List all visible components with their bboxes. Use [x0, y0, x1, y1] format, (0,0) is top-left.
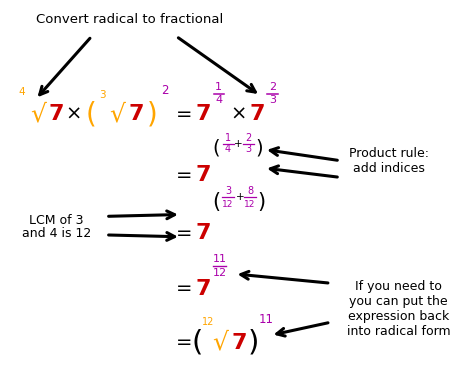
Text: √: √ — [109, 102, 126, 126]
Text: ): ) — [247, 329, 259, 357]
Text: 3: 3 — [269, 95, 276, 105]
Text: =: = — [176, 105, 193, 124]
Text: and 4 is 12: and 4 is 12 — [22, 227, 91, 240]
Text: 2: 2 — [269, 83, 276, 92]
Text: =: = — [176, 333, 193, 352]
Text: 11: 11 — [258, 313, 273, 326]
Text: ×: × — [65, 105, 81, 124]
Text: ): ) — [146, 100, 157, 128]
Text: √: √ — [30, 102, 46, 126]
Text: 7: 7 — [49, 104, 64, 124]
Text: (: ( — [212, 192, 220, 211]
Text: 7: 7 — [195, 104, 211, 124]
Text: 3: 3 — [99, 90, 106, 100]
Text: √: √ — [213, 331, 228, 355]
Text: Convert radical to fractional: Convert radical to fractional — [36, 13, 223, 26]
Text: +: + — [236, 192, 244, 202]
Text: If you need to: If you need to — [355, 280, 442, 293]
Text: =: = — [176, 224, 193, 242]
Text: 7: 7 — [232, 333, 247, 352]
Text: 3: 3 — [225, 187, 231, 196]
Text: LCM of 3: LCM of 3 — [29, 214, 84, 227]
Text: 12: 12 — [245, 199, 256, 208]
Text: 2: 2 — [245, 133, 251, 143]
Text: 2: 2 — [161, 84, 168, 97]
Text: 1: 1 — [215, 83, 222, 92]
Text: you can put the: you can put the — [349, 295, 448, 308]
Text: ×: × — [231, 105, 247, 124]
Text: expression back: expression back — [348, 310, 449, 323]
Text: 4: 4 — [18, 87, 25, 97]
Text: 7: 7 — [195, 166, 211, 185]
Text: ): ) — [255, 138, 263, 157]
Text: (: ( — [85, 100, 96, 128]
Text: Product rule:: Product rule: — [349, 147, 429, 160]
Text: 12: 12 — [202, 317, 214, 327]
Text: 4: 4 — [215, 95, 222, 105]
Text: 12: 12 — [222, 199, 234, 208]
Text: 3: 3 — [245, 144, 251, 155]
Text: 11: 11 — [213, 254, 227, 264]
Text: 7: 7 — [195, 279, 211, 299]
Text: add indices: add indices — [353, 162, 425, 175]
Text: 7: 7 — [128, 104, 144, 124]
Text: (: ( — [192, 329, 203, 357]
Text: =: = — [176, 166, 193, 185]
Text: into radical form: into radical form — [347, 325, 450, 338]
Text: 8: 8 — [247, 187, 253, 196]
Text: =: = — [176, 279, 193, 298]
Text: 12: 12 — [213, 268, 227, 278]
Text: (: ( — [212, 138, 219, 157]
Text: 7: 7 — [249, 104, 265, 124]
Text: 4: 4 — [225, 144, 231, 155]
Text: 1: 1 — [225, 133, 231, 143]
Text: +: + — [234, 139, 243, 149]
Text: 7: 7 — [195, 223, 211, 243]
Text: ): ) — [257, 192, 265, 211]
